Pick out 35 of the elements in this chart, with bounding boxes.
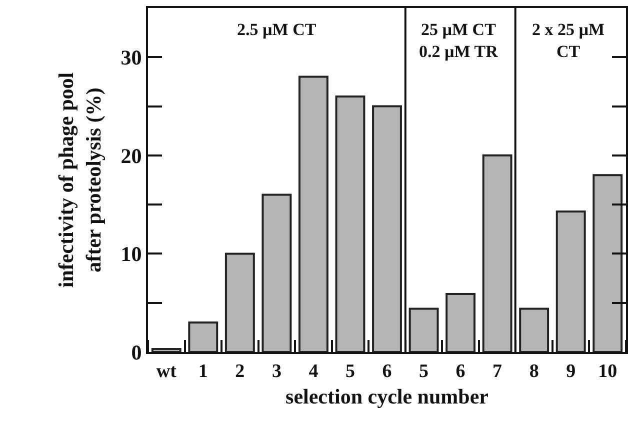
- x-tick-label: 7: [492, 360, 503, 382]
- y-axis-title: infectivity of phage pool after proteolysis (%): [54, 72, 106, 288]
- x-tick-label: 2: [235, 360, 245, 382]
- bar: [408, 308, 439, 352]
- bar: [446, 293, 476, 352]
- bar: [262, 194, 292, 352]
- bar: [556, 210, 586, 352]
- x-tick-label: 1: [198, 360, 208, 382]
- x-tick-label: 5: [419, 360, 429, 382]
- bar: [372, 105, 402, 352]
- bar: [224, 252, 255, 352]
- x-tick-label: 5: [345, 360, 355, 382]
- bar: [298, 76, 328, 352]
- bar: [482, 154, 512, 352]
- y-tick-label: 20: [120, 144, 142, 168]
- x-tick-label: 6: [382, 360, 392, 382]
- annotation: 2.5 µM CT: [237, 20, 317, 39]
- y-tick-label: 10: [120, 242, 142, 266]
- y-tick-label: 0: [131, 340, 142, 364]
- x-tick-label: 8: [529, 360, 539, 382]
- bar: [335, 95, 366, 352]
- x-tick-label: 6: [456, 360, 466, 382]
- bar: [592, 174, 623, 352]
- x-tick-label: 3: [272, 360, 282, 382]
- annotation: 2 x 25 µM CT: [532, 20, 605, 62]
- x-tick-label: 10: [598, 360, 618, 382]
- x-axis-title: selection cycle number: [286, 384, 488, 408]
- annotation: 25 µM CT 0.2 µM TR: [419, 20, 499, 62]
- x-tick-label: 4: [308, 360, 319, 382]
- bar: [519, 308, 550, 352]
- bar: [188, 322, 218, 352]
- x-tick-label: 9: [566, 360, 576, 382]
- x-tick-label: wt: [156, 360, 178, 382]
- y-tick-label: 30: [120, 45, 142, 70]
- bar: [151, 348, 182, 352]
